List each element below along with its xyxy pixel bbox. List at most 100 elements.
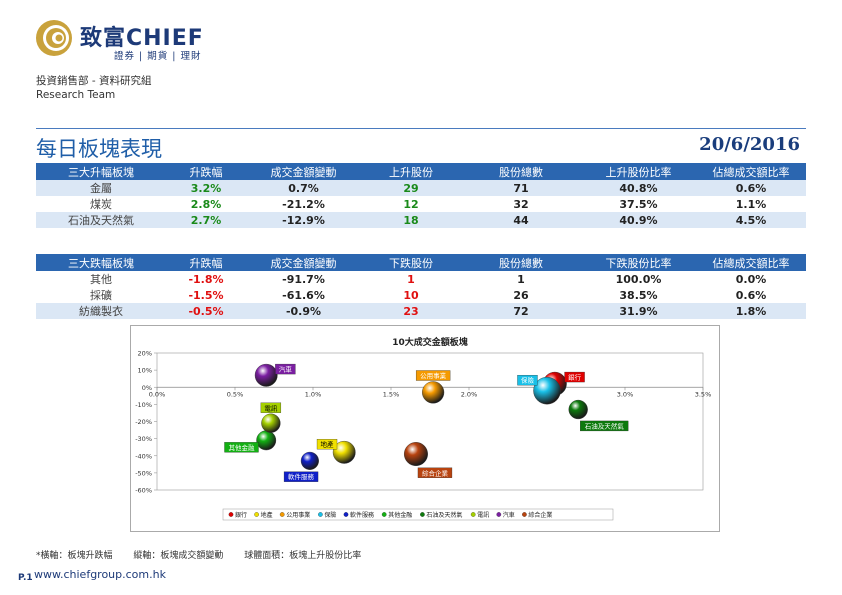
footnote-x-axis: *橫軸：板塊升跌幅: [36, 551, 113, 561]
falling-stocks: 10: [403, 288, 419, 302]
turnover-share: 0.6%: [696, 180, 806, 196]
y-tick-label: -50%: [135, 469, 152, 477]
bubble-7: [568, 399, 588, 420]
turnover-share: 4.5%: [696, 212, 806, 228]
rising-ratio: 37.5%: [619, 197, 658, 211]
legend-entry: 綜合企業: [528, 511, 552, 519]
turnover-change: 0.7%: [246, 180, 361, 196]
col-header: 股份總數: [461, 254, 581, 271]
col-header: 成交金額變動: [246, 254, 361, 271]
col-header: 三大升幅板塊: [36, 163, 166, 180]
turnover-change: -61.6%: [282, 288, 325, 302]
y-tick-label: -20%: [135, 418, 152, 426]
col-header: 三大跌幅板塊: [36, 254, 166, 271]
falling-ratio: 31.9%: [581, 303, 696, 319]
change-pct: -1.5%: [188, 288, 224, 302]
x-tick-label: 3.5%: [695, 390, 712, 398]
legend-marker: [318, 512, 323, 517]
rising-stocks: 12: [403, 197, 419, 211]
turnover-share: 0.6%: [735, 288, 767, 302]
legend-entry: 軟件服務: [350, 511, 374, 519]
department-cn: 投資銷售部 - 資料研究組: [36, 75, 152, 87]
total-stocks: 32: [513, 197, 529, 211]
bubble-chart: 10大成交金額板塊 20% 10% 0% -10% -20% -30% -40% -50% -60…: [130, 325, 720, 532]
table-row: 煤炭 2.8% -21.2% 12 32 37.5% 1.1%: [36, 196, 806, 212]
bubble-chart-svg: 10大成交金額板塊 20% 10% 0% -10% -20% -30% -40% -50% -60…: [135, 336, 712, 521]
y-tick-label: -60%: [135, 487, 152, 495]
table-row: 金屬 3.2% 0.7% 29 71 40.8% 0.6%: [36, 180, 806, 196]
sector-name: 煤炭: [90, 198, 112, 211]
change-pct: -0.5%: [166, 303, 246, 319]
footnote-y-axis: 縱軸：板塊成交額變動: [133, 551, 224, 561]
legend-marker: [279, 512, 285, 517]
legend-marker: [254, 512, 259, 517]
legend-entry: 銀行: [235, 511, 247, 519]
sector-name: 金屬: [36, 180, 166, 196]
legend-marker: [381, 512, 387, 517]
legend-entry: 公用事業: [286, 511, 310, 519]
legend-marker: [228, 512, 234, 517]
x-tick-label: 0.5%: [227, 390, 244, 398]
page-number: P.1: [18, 573, 33, 583]
bubble-label-box: [316, 438, 338, 450]
legend-marker: [496, 512, 502, 517]
logo-subtitle: 證券 | 期貨 | 理財: [114, 51, 202, 62]
legend-marker: [522, 512, 527, 517]
bubble-9: [254, 363, 278, 387]
company-logo: 致富CHIEF 證券 | 期貨 | 理財: [34, 18, 244, 62]
bubble-3: [422, 381, 445, 404]
change-pct: -1.8%: [188, 272, 224, 286]
col-header: 升跌幅: [166, 163, 246, 180]
legend-marker: [470, 512, 476, 517]
table-header: 三大升幅板塊 升跌幅 成交金額變動 上升股份 股份總數 上升股份比率 佔總成交額…: [36, 163, 806, 180]
falling-ratio: 100.0%: [615, 272, 662, 286]
x-tick-label: 1.0%: [305, 390, 322, 398]
bubble-6: [256, 430, 277, 451]
legend-entry: 石油及天然氣: [426, 511, 462, 519]
col-header: 成交金額變動: [246, 163, 361, 180]
bubble-label: 汽車: [279, 365, 293, 374]
total-stocks: 1: [517, 272, 525, 286]
legend-entry: 其他金融: [388, 511, 412, 519]
footnote: *橫軸：板塊升跌幅 縱軸：板塊成交額變動 球體面積：板塊上升股份比率: [36, 548, 379, 561]
col-header: 下跌股份比率: [581, 254, 696, 271]
bubble-label-box: [564, 371, 585, 383]
col-header: 上升股份: [361, 163, 461, 180]
col-header: 升跌幅: [166, 254, 246, 271]
turnover-change: -12.9%: [246, 212, 361, 228]
report-date: 20/6/2016: [699, 134, 800, 155]
y-tick-label: -40%: [135, 452, 152, 460]
website-link[interactable]: www.chiefgroup.com.hk: [34, 568, 166, 581]
rising-ratio: 40.9%: [581, 212, 696, 228]
change-pct: 3.2%: [166, 180, 246, 196]
turnover-change: -91.7%: [282, 272, 325, 286]
legend-entry: 保險: [324, 511, 336, 519]
y-tick-label: -30%: [135, 435, 152, 443]
total-stocks: 44: [461, 212, 581, 228]
legend-entry: 電訊: [477, 511, 489, 519]
legend-entry: 汽車: [503, 511, 515, 519]
total-stocks: 26: [513, 288, 529, 302]
rising-ratio: 40.8%: [581, 180, 696, 196]
bubble-label-box: [224, 442, 259, 453]
table-row: 其他 -1.8% -91.7% 1 1 100.0% 0.0%: [36, 271, 806, 287]
bubble-4: [533, 376, 561, 405]
x-tick-label: 0.0%: [149, 390, 166, 398]
bubble-8: [261, 413, 281, 433]
legend: [222, 508, 614, 521]
x-tick-label: 1.5%: [383, 390, 400, 398]
bubble-label-box: [415, 370, 451, 381]
department-en: Research Team: [36, 89, 116, 101]
chief-logo-icon: [36, 20, 72, 56]
turnover-share: 0.0%: [735, 272, 767, 286]
chart-title: 10大成交金額板塊: [392, 336, 468, 348]
total-stocks: 71: [461, 180, 581, 196]
table-row: 紡織製衣 -0.5% -0.9% 23 72 31.9% 1.8%: [36, 303, 806, 319]
sector-name: 其他: [90, 273, 112, 286]
change-pct: 2.7%: [166, 212, 246, 228]
y-tick-label: 0%: [142, 384, 152, 392]
rising-stocks: 29: [361, 180, 461, 196]
turnover-change: -0.9%: [246, 303, 361, 319]
col-header: 佔總成交額比率: [696, 163, 806, 180]
x-tick-label: 2.0%: [461, 390, 478, 398]
